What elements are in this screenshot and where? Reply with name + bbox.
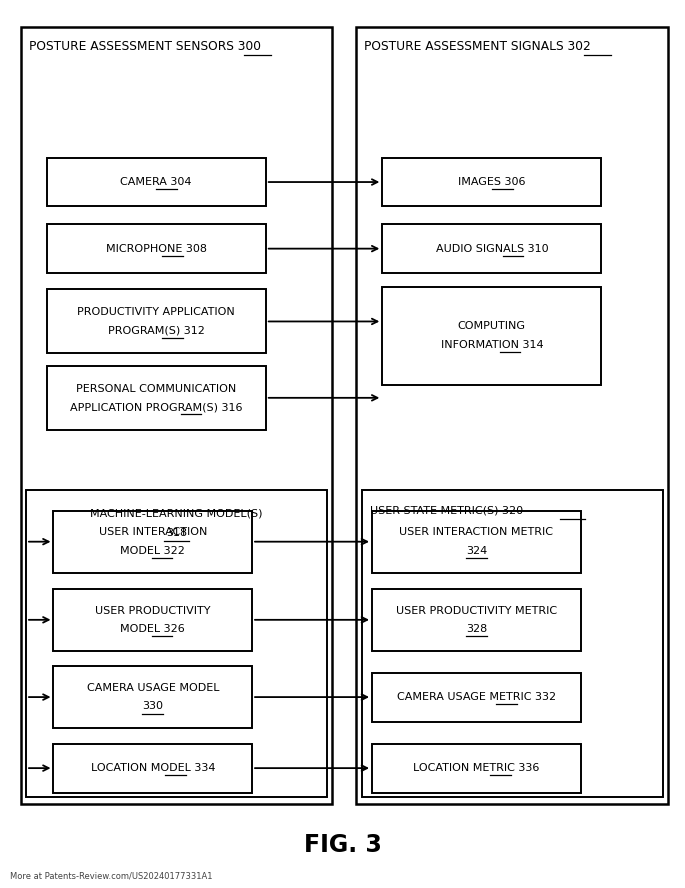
Text: 328: 328 [466,624,487,634]
Text: 318: 318 [166,527,187,538]
Text: USER PRODUCTIVITY: USER PRODUCTIVITY [95,606,210,615]
Text: APPLICATION PROGRAM(S) 316: APPLICATION PROGRAM(S) 316 [70,402,242,412]
Text: PERSONAL COMMUNICATION: PERSONAL COMMUNICATION [76,384,236,393]
FancyBboxPatch shape [382,287,601,385]
Text: MODEL 322: MODEL 322 [121,546,185,556]
FancyBboxPatch shape [53,511,252,573]
Text: MACHINE-LEARNING MODEL(S): MACHINE-LEARNING MODEL(S) [90,508,263,519]
FancyBboxPatch shape [382,225,601,274]
Text: LOCATION METRIC 336: LOCATION METRIC 336 [413,763,540,773]
FancyBboxPatch shape [362,490,663,797]
Text: POSTURE ASSESSMENT SENSORS 300: POSTURE ASSESSMENT SENSORS 300 [29,40,261,52]
FancyBboxPatch shape [372,511,581,573]
Text: MODEL 326: MODEL 326 [121,624,185,634]
Text: USER INTERACTION: USER INTERACTION [99,527,207,537]
FancyBboxPatch shape [26,490,327,797]
FancyBboxPatch shape [53,666,252,728]
Text: FIG. 3: FIG. 3 [303,833,382,858]
Text: PROGRAM(S) 312: PROGRAM(S) 312 [108,326,205,336]
FancyBboxPatch shape [382,157,601,206]
Text: CAMERA USAGE MODEL: CAMERA USAGE MODEL [86,683,219,693]
Text: POSTURE ASSESSMENT SIGNALS 302: POSTURE ASSESSMENT SIGNALS 302 [364,40,591,52]
Text: IMAGES 306: IMAGES 306 [458,177,525,187]
Text: More at Patents-Review.com/US20240177331A1: More at Patents-Review.com/US20240177331… [10,872,213,881]
FancyBboxPatch shape [372,744,581,792]
FancyBboxPatch shape [47,289,266,353]
FancyBboxPatch shape [47,366,266,430]
FancyBboxPatch shape [47,157,266,206]
FancyBboxPatch shape [21,27,332,804]
Text: CAMERA USAGE METRIC 332: CAMERA USAGE METRIC 332 [397,692,556,702]
FancyBboxPatch shape [47,225,266,274]
Text: INFORMATION 314: INFORMATION 314 [440,340,543,350]
Text: USER INTERACTION METRIC: USER INTERACTION METRIC [399,527,553,537]
Text: PRODUCTIVITY APPLICATION: PRODUCTIVITY APPLICATION [77,307,235,317]
FancyBboxPatch shape [53,744,252,792]
Text: 324: 324 [466,546,487,556]
Text: USER PRODUCTIVITY METRIC: USER PRODUCTIVITY METRIC [396,606,557,615]
Text: CAMERA 304: CAMERA 304 [121,177,192,187]
Text: LOCATION MODEL 334: LOCATION MODEL 334 [90,763,215,773]
FancyBboxPatch shape [356,27,668,804]
Text: AUDIO SIGNALS 310: AUDIO SIGNALS 310 [436,243,548,254]
Text: 330: 330 [142,702,163,711]
Text: COMPUTING: COMPUTING [458,321,526,331]
Text: USER-STATE METRIC(S) 320: USER-STATE METRIC(S) 320 [370,505,523,516]
FancyBboxPatch shape [372,589,581,651]
Text: MICROPHONE 308: MICROPHONE 308 [105,243,207,254]
FancyBboxPatch shape [53,589,252,651]
FancyBboxPatch shape [372,673,581,721]
